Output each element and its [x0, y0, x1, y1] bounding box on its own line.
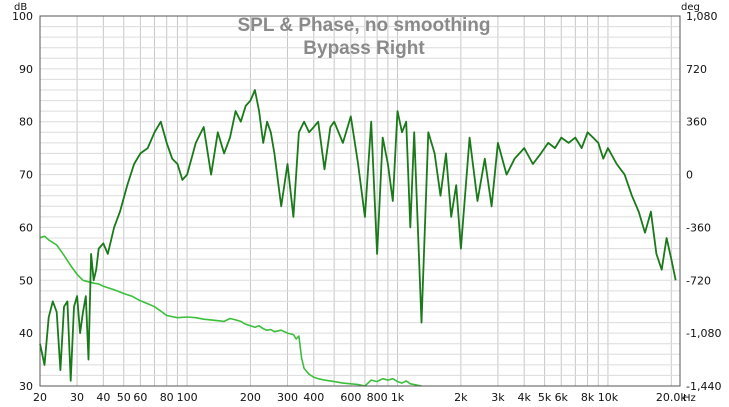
y2-tick-label: -1,080 [686, 327, 721, 340]
x-tick-label: 50 [117, 391, 131, 404]
plot-frame [39, 15, 681, 387]
chart-title: SPL & Phase, no smoothing [237, 15, 490, 36]
y-tick-label: 90 [19, 63, 33, 76]
x-tick-label: 10k [598, 391, 619, 404]
x-tick-label: 30 [70, 391, 84, 404]
y2-tick-label: 0 [686, 169, 693, 182]
chart-subtitle: Bypass Right [303, 38, 425, 59]
y-tick-label: 50 [19, 274, 33, 287]
x-tick-label: 80 [160, 391, 174, 404]
y-tick-label: 80 [19, 116, 33, 129]
phase-series-line [39, 235, 422, 387]
y2-tick-label: -720 [686, 274, 711, 287]
x-tick-label: 100 [177, 391, 198, 404]
x-tick-label: 6k [555, 391, 569, 404]
x-tick-label: 60 [133, 391, 147, 404]
y2-tick-label: -1,440 [686, 380, 721, 393]
y-tick-label: 40 [19, 327, 33, 340]
y2-tick-label: 360 [686, 116, 707, 129]
series-layer [39, 89, 677, 387]
y2-tick-label: 1,080 [686, 10, 718, 23]
y-tick-label: 100 [12, 10, 33, 23]
right-axis-unit: deg [681, 2, 700, 13]
y2-tick-label: -360 [686, 221, 711, 234]
x-tick-label: 20.0k [656, 391, 687, 404]
x-tick-label: 40 [96, 391, 110, 404]
y-tick-label: 60 [19, 221, 33, 234]
x-tick-label: 600 [340, 391, 361, 404]
x-tick-label: 800 [367, 391, 388, 404]
y-tick-label: 70 [19, 169, 33, 182]
x-tick-label: 400 [303, 391, 324, 404]
spl-series-line [39, 89, 677, 382]
left-axis-unit: dB [14, 2, 27, 13]
x-tick-label: 300 [277, 391, 298, 404]
x-tick-label: 200 [240, 391, 261, 404]
y2-tick-label: 720 [686, 63, 707, 76]
x-tick-label: 20 [33, 391, 47, 404]
x-axis-unit: Hz [683, 393, 696, 404]
x-tick-label: 4k [518, 391, 532, 404]
x-tick-label: 2k [454, 391, 468, 404]
y-tick-label: 30 [19, 380, 33, 393]
x-tick-label: 8k [581, 391, 595, 404]
tick-labels: 20 30 40 50 60 80 100 200 300 400 600 800 1k 2k 3k 4k 5k… [12, 10, 721, 404]
x-tick-label: 1k [391, 391, 405, 404]
x-tick-label: 3k [491, 391, 505, 404]
x-tick-label: 5k [538, 391, 552, 404]
